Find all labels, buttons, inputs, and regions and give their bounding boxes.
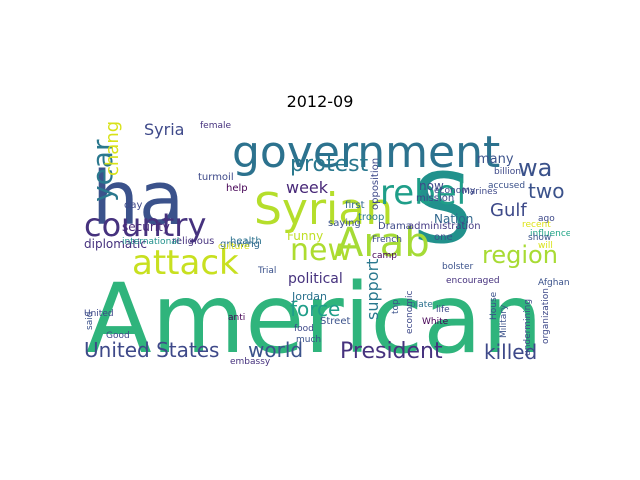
word-trial: Trial [257,266,276,276]
word-accused: accused [488,181,525,191]
word-region: region [482,241,558,269]
word-will: will [538,241,553,251]
word-troop: troop [358,212,384,223]
word-life: life [436,305,450,315]
word-camp: camp [372,251,397,261]
word-french: French [372,235,402,245]
word-united: United [84,309,114,319]
word-country: country [84,206,206,244]
word-turmoil: turmoil [198,172,234,183]
word-two: two [528,179,564,203]
word-marines: Marines [462,187,498,197]
word-street: Street [320,316,350,327]
word-house: House [489,291,499,320]
word-food: food [294,324,314,334]
word-ha: ha [92,156,184,242]
word-week: week [286,178,329,197]
word-show: show [528,233,551,243]
word-year: year [86,139,119,202]
word-opposition: opposition [370,158,381,210]
word-embassy: embassy [230,357,271,366]
word-president: President [340,339,443,364]
word-much: much [296,335,321,345]
word-support: support [363,259,382,320]
word-american: American [86,263,543,366]
cloud-background [82,120,570,366]
word-political: political [288,271,343,287]
word-funny: Funny [287,229,323,243]
word-health: health [230,236,262,247]
word-undermining: undermining [523,299,533,356]
word-growing: growing [220,239,260,250]
word-killed: killed [484,340,537,364]
chart-title: 2012-09 [286,92,354,111]
word-economic: economic [405,291,415,334]
word-jordan: Jordan [291,290,327,303]
word-billion: billion [494,167,521,177]
word-female: female [200,121,231,131]
word-encouraged: encouraged [446,276,500,286]
word-anti: anti [228,313,245,323]
word-rebel: rebel [380,173,466,213]
word-help: help [226,183,248,194]
word-new: new [290,233,352,268]
word-good: Good [106,331,130,341]
word-white: White [422,317,449,327]
word-world: world [248,338,303,362]
word-wa: wa [518,154,552,182]
word-influence: influence [530,229,570,239]
word-nation: Nation [434,212,473,226]
word-bolster: bolster [442,262,473,272]
word-gulf: Gulf [490,200,527,221]
word-protest: protest [290,152,369,177]
word-attack: attack [132,243,239,283]
word-force: force [290,297,340,321]
word-syria: Syria [144,120,184,139]
word-diplomatic: diplomatic [84,237,147,251]
word-security: security [122,220,170,234]
word-mission: mission [416,193,454,204]
word-military: Military [499,304,509,338]
word-drama: Drama [378,221,412,232]
word-now: now [419,179,444,193]
word-culture: culture [218,242,250,252]
word-first: first [345,200,365,211]
word-afghan: Afghan [538,278,570,288]
word-top: top [391,299,401,314]
word-international: international [122,237,179,247]
word-religious: religious [172,236,214,247]
word-many: many [477,152,514,167]
word-arab: Arab [336,220,430,266]
word-administration: administration [408,221,481,232]
word-organization: organization [541,288,551,344]
word-economy: economy [434,186,476,196]
word-ago: ago [538,214,555,224]
word-syrian: Syrian [254,184,393,235]
word-one: one [434,232,453,243]
word-government: government [232,127,500,178]
word-change: change [102,120,123,176]
word-plate: plate [410,300,433,310]
word-united-states: United States [84,338,219,362]
word-recent: recent [522,220,551,230]
word-s: S [412,153,473,265]
word-said: said [85,312,95,330]
word-day: day [124,200,142,211]
word-saying: saying [328,218,361,229]
